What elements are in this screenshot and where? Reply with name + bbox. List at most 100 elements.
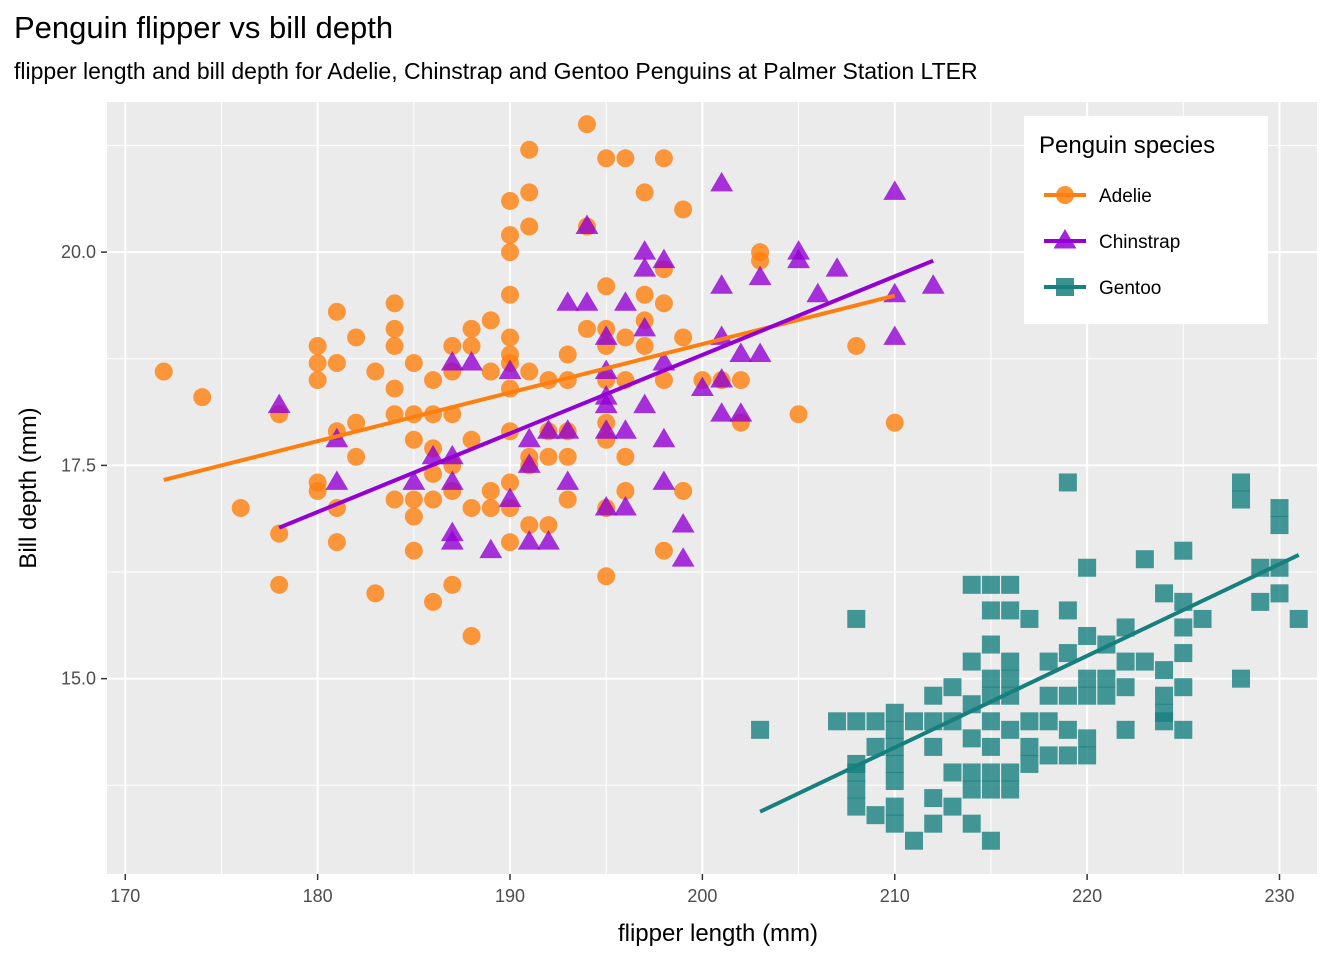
- adelie-point: [424, 464, 443, 483]
- chinstrap-point: [614, 291, 637, 311]
- adelie-point: [270, 575, 289, 594]
- gentoo-point: [1174, 678, 1193, 697]
- x-tick-label: 180: [303, 886, 333, 906]
- chinstrap-point: [883, 325, 907, 345]
- chinstrap-point: [594, 496, 618, 516]
- gentoo-point: [1020, 609, 1039, 628]
- chinstrap-point: [690, 376, 714, 397]
- chinstrap-point: [325, 470, 349, 490]
- gentoo-point: [1116, 618, 1135, 637]
- gentoo-point: [962, 729, 981, 748]
- legend-items: Adelie Chinstrap Gentoo: [1044, 186, 1180, 299]
- adelie-point: [308, 336, 327, 355]
- adelie-point: [404, 490, 423, 509]
- gentoo-point: [981, 575, 1000, 594]
- chinstrap-point: [671, 513, 695, 533]
- gentoo-point: [943, 763, 962, 782]
- gentoo-point: [1058, 746, 1077, 765]
- legend-key-chinstrap: [1053, 229, 1077, 249]
- gentoo-point: [1039, 746, 1058, 765]
- gentoo-point: [1078, 669, 1097, 688]
- adelie-point: [885, 413, 904, 432]
- adelie-point: [577, 115, 596, 134]
- adelie-point: [462, 499, 481, 518]
- gentoo-point: [1020, 754, 1039, 773]
- chinstrap-point: [440, 530, 464, 550]
- gentoo-point: [1078, 627, 1097, 646]
- chinstrap-point: [633, 393, 657, 414]
- adelie-point: [308, 354, 327, 373]
- chinstrap-point: [787, 248, 810, 269]
- gentoo-point: [981, 712, 1000, 731]
- gentoo-point: [1155, 661, 1174, 680]
- chinstrap-point: [921, 274, 945, 294]
- chinstrap-point: [652, 470, 676, 490]
- gentoo-point: [1001, 780, 1020, 799]
- adelie-point: [424, 371, 443, 390]
- adelie-point: [231, 499, 250, 518]
- gentoo-point: [1039, 712, 1058, 731]
- adelie-point: [443, 336, 462, 355]
- gentoo-point: [1039, 652, 1058, 671]
- chinstrap-point: [440, 470, 464, 490]
- adelie-point: [385, 319, 404, 338]
- adelie-point: [462, 430, 481, 449]
- adelie-point: [327, 302, 346, 321]
- chinstrap-point: [652, 351, 676, 371]
- adelie-point: [501, 226, 520, 245]
- chinstrap-point: [825, 257, 849, 277]
- y-tick-label: 15.0: [61, 669, 96, 689]
- gentoo-point: [847, 797, 866, 816]
- chinstrap-point: [710, 402, 734, 422]
- chinstrap-point: [671, 547, 695, 567]
- chinstrap-point: [498, 487, 522, 507]
- chinstrap-point: [575, 214, 599, 234]
- chinstrap-point: [883, 180, 907, 200]
- adelie-point: [424, 490, 443, 509]
- x-tick-label: 210: [880, 886, 910, 906]
- legend-title: Penguin species: [1039, 132, 1215, 159]
- gentoo-point: [1078, 746, 1097, 765]
- chinstrap-point: [517, 530, 541, 550]
- gentoo-point: [1078, 686, 1097, 705]
- gentoo-point: [1058, 473, 1077, 492]
- chinstrap-point: [614, 419, 637, 439]
- chinstrap-point: [710, 274, 734, 294]
- gentoo-point: [981, 763, 1000, 782]
- gentoo-point: [885, 720, 904, 739]
- adelie-point: [481, 481, 500, 500]
- gentoo-point: [1097, 686, 1116, 705]
- chinstrap-point: [652, 248, 676, 269]
- adelie-point: [674, 328, 693, 347]
- chinstrap-point: [594, 419, 618, 439]
- gentoo-point: [1135, 550, 1154, 569]
- gentoo-trend-line: [759, 553, 1300, 814]
- gentoo-point: [1193, 609, 1212, 628]
- gentoo-point: [885, 814, 904, 833]
- gentoo-point: [924, 686, 943, 705]
- gentoo-point: [1020, 712, 1039, 731]
- gentoo-point: [751, 720, 770, 739]
- legend-label-gentoo: Gentoo: [1099, 278, 1161, 299]
- adelie-point: [674, 481, 693, 500]
- adelie-point: [654, 371, 673, 390]
- adelie-point: [481, 499, 500, 518]
- chinstrap-point: [537, 530, 560, 550]
- adelie-point: [616, 149, 635, 168]
- chinstrap-point: [748, 265, 772, 286]
- gentoo-point: [1232, 490, 1251, 509]
- gentoo-point: [1001, 763, 1020, 782]
- adelie-point: [501, 533, 520, 552]
- gentoo-point: [1058, 601, 1077, 620]
- chinstrap-point: [267, 393, 291, 414]
- adelie-point: [404, 507, 423, 526]
- x-tick-label: 220: [1072, 886, 1102, 906]
- adelie-point: [385, 490, 404, 509]
- adelie-point: [539, 447, 558, 466]
- x-axis-title: flipper length (mm): [618, 920, 818, 947]
- adelie-point: [597, 149, 616, 168]
- gentoo-point: [1001, 601, 1020, 620]
- adelie-point: [520, 140, 539, 159]
- adelie-point: [501, 328, 520, 347]
- chinstrap-point: [517, 427, 541, 448]
